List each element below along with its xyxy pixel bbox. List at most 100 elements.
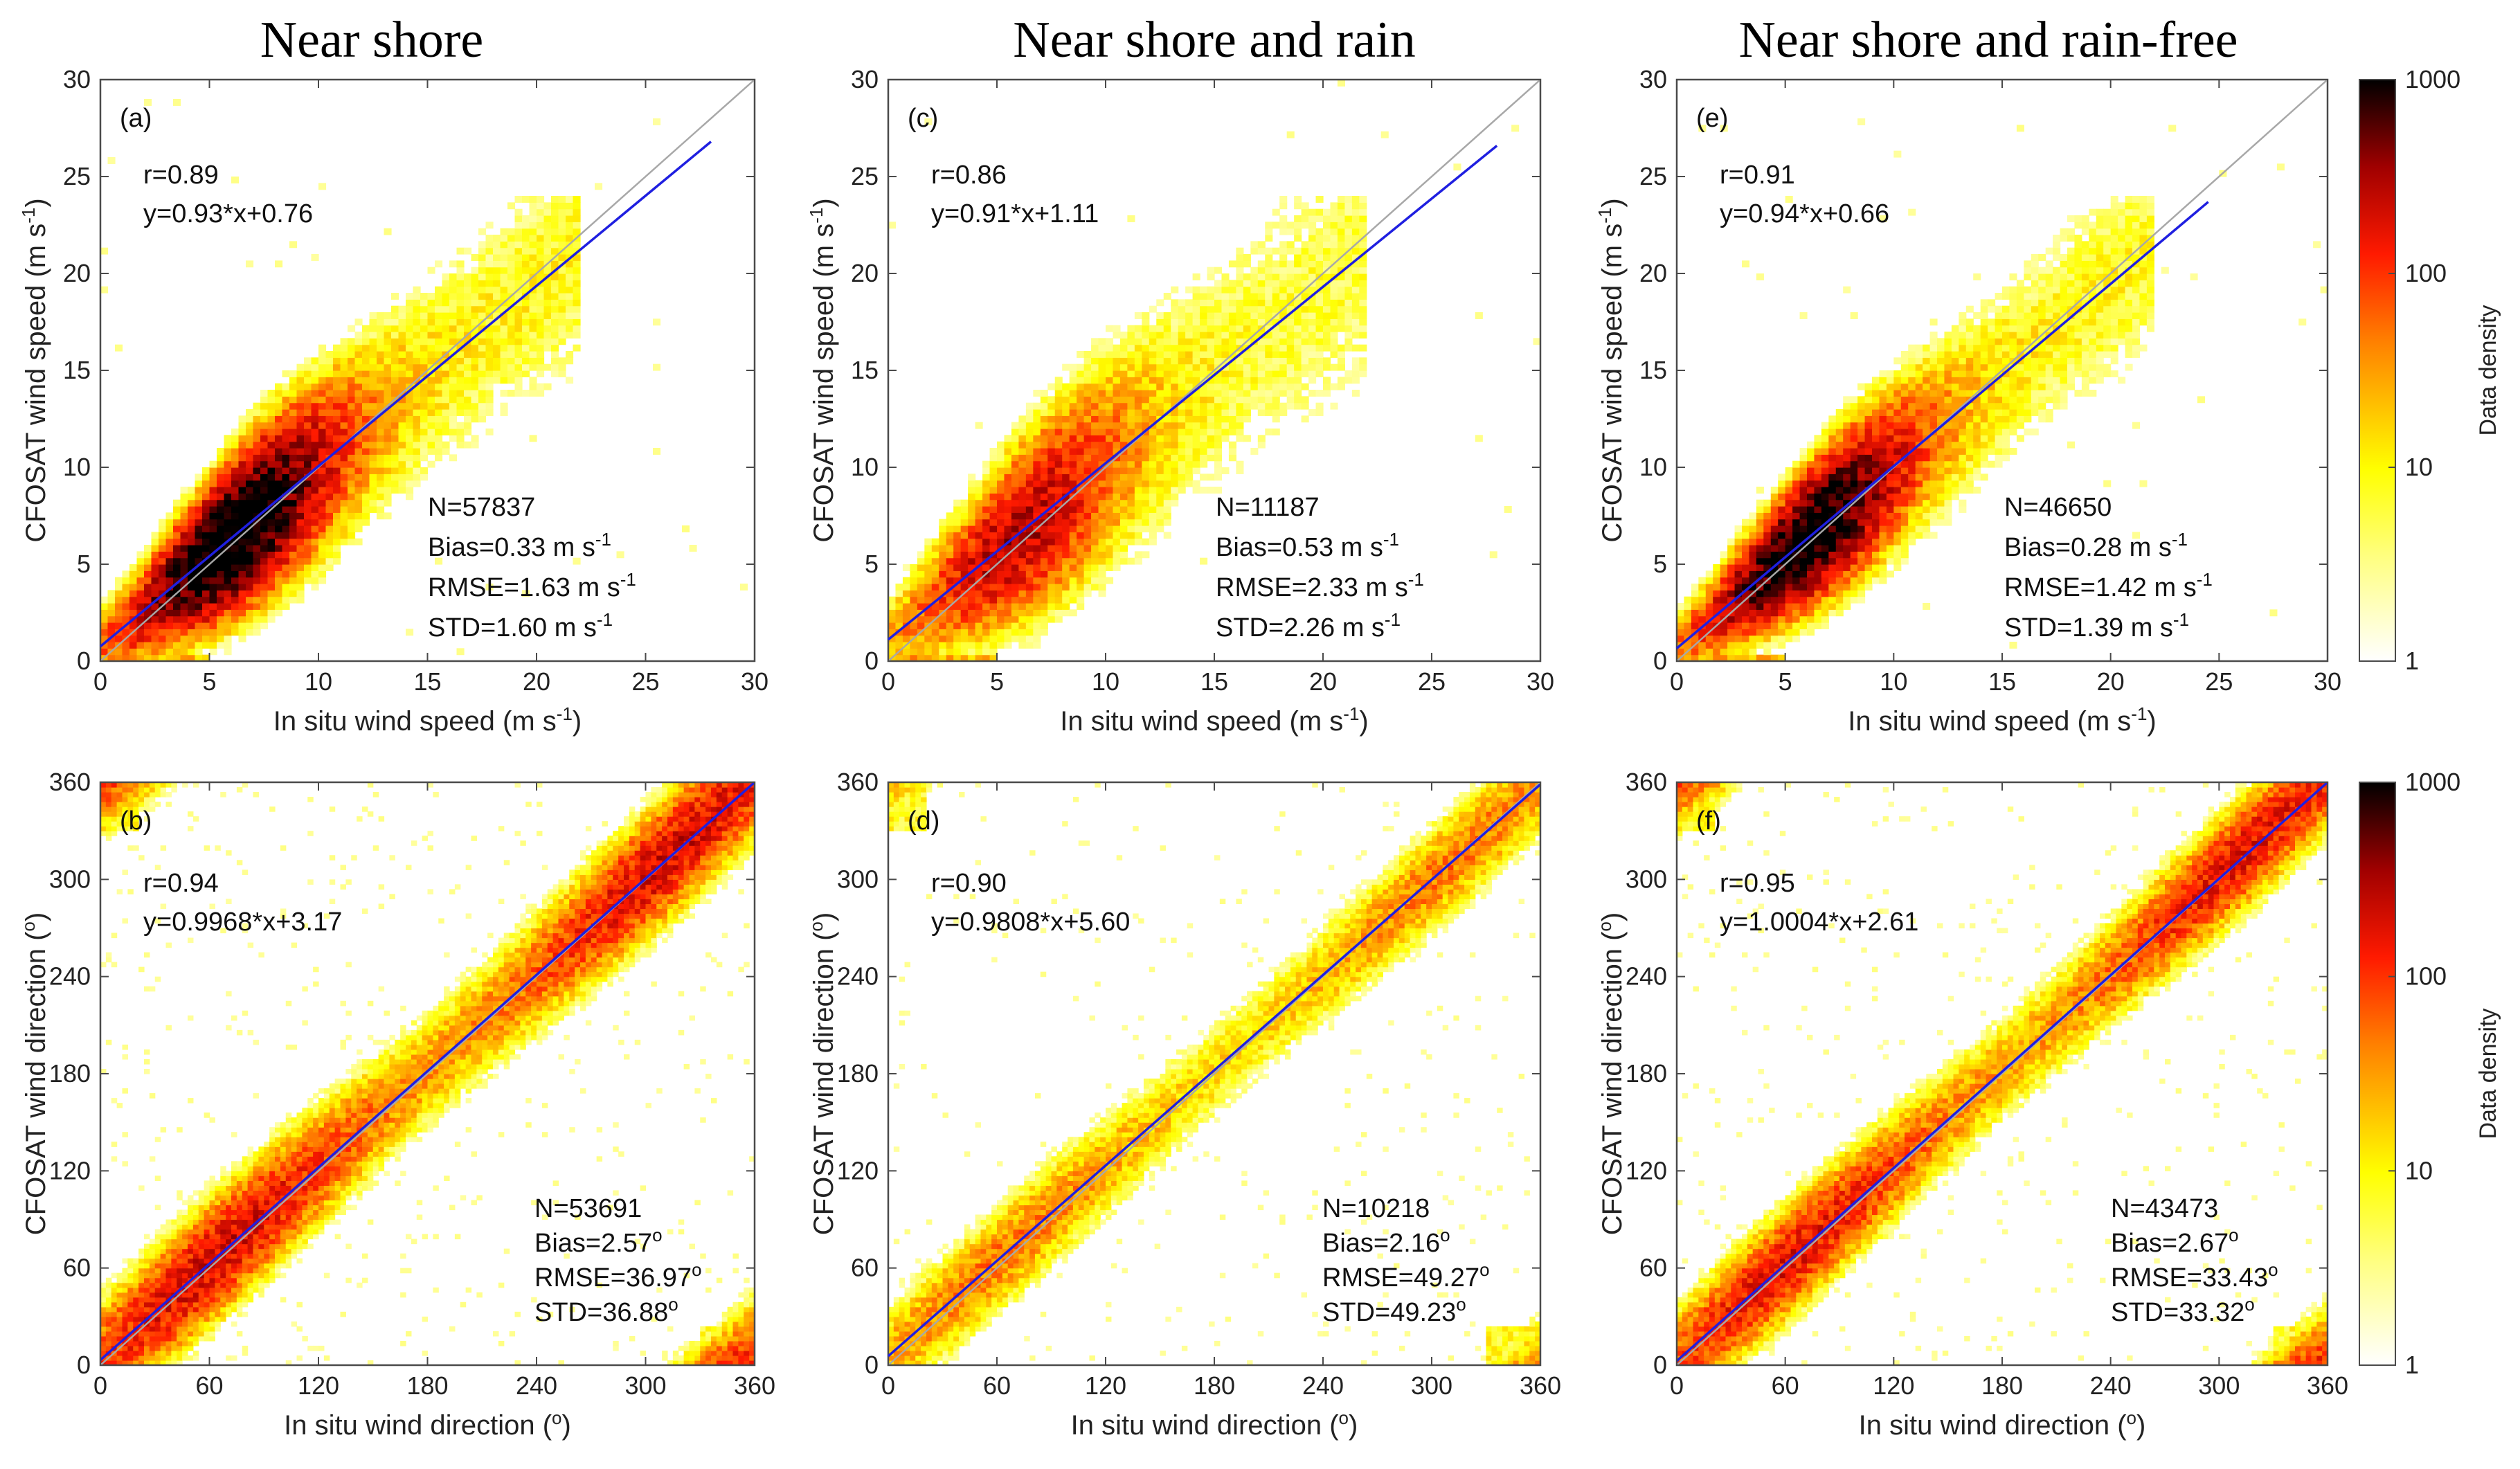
x-axis-label: In situ wind direction (o) (1859, 1407, 2146, 1441)
superscript: -1 (1383, 529, 1399, 550)
x-tick-label: 120 (1873, 1371, 1914, 1400)
y-tick-label: 60 (63, 1254, 91, 1282)
x-axis-label: In situ wind direction (o) (284, 1407, 571, 1441)
y-tick-label: 25 (851, 162, 879, 190)
y-tick-label: 360 (837, 768, 879, 796)
y-tick-label: 5 (77, 550, 91, 578)
std-text: STD=2.26 m s-1 (1216, 609, 1401, 642)
y-axis-label: CFOSAT wind speed (m s-1) (1594, 198, 1628, 542)
y-tick-label: 120 (1626, 1156, 1667, 1184)
y-tick-label: 0 (1653, 1351, 1667, 1379)
x-tick-label: 25 (2205, 667, 2233, 696)
superscript: o (552, 1407, 561, 1428)
fit-equation-text: y=0.94*x+0.66 (1720, 199, 1889, 228)
rmse-text: RMSE=1.42 m s-1 (2004, 569, 2213, 602)
y-tick-label: 0 (77, 1351, 91, 1379)
y-tick-label: 240 (49, 962, 91, 991)
fit-equation-text: y=0.93*x+0.76 (143, 199, 313, 228)
y-tick-label: 30 (1639, 65, 1667, 93)
x-tick-label: 240 (2090, 1371, 2132, 1400)
x-tick-label: 0 (881, 1371, 895, 1400)
x-tick-label: 15 (1200, 667, 1228, 696)
bias-text: Bias=0.28 m s-1 (2004, 529, 2188, 562)
column-title-near-shore-rain: Near shore and rain (1013, 12, 1415, 69)
y-tick-label: 0 (865, 647, 879, 675)
x-tick-label: 60 (1772, 1371, 1799, 1400)
x-tick-label: 5 (202, 667, 216, 696)
y-tick-label: 60 (851, 1254, 879, 1282)
y-tick-label: 0 (865, 1351, 879, 1379)
x-tick-label: 300 (624, 1371, 666, 1400)
y-axis-label: CFOSAT wind direction (o) (806, 912, 839, 1235)
colorbar-tick-label: 100 (2405, 259, 2447, 287)
superscript: o (692, 1259, 701, 1280)
rmse-text: RMSE=36.97o (534, 1259, 702, 1292)
x-tick-label: 30 (2314, 667, 2341, 696)
figure: Near shore Near shore and rain Near shor… (0, 0, 2520, 1469)
superscript: o (806, 921, 827, 931)
bias-text: Bias=2.16o (1322, 1225, 1450, 1258)
colorbar-label: Data density (2475, 1009, 2501, 1139)
y-tick-label: 30 (63, 65, 91, 93)
correlation-text: r=0.89 (143, 161, 219, 190)
x-tick-label: 10 (1880, 667, 1907, 696)
x-tick-label: 20 (1309, 667, 1337, 696)
superscript: -1 (2131, 703, 2147, 724)
colorbar-tick-label: 1 (2405, 647, 2419, 675)
rmse-text: RMSE=49.27o (1322, 1259, 1490, 1292)
sample-count-text: N=11187 (1216, 493, 1320, 522)
superscript: o (18, 921, 39, 931)
y-tick-label: 10 (1639, 453, 1667, 481)
y-tick-label: 15 (851, 356, 879, 384)
superscript: o (1479, 1259, 1489, 1280)
panel-letter: (c) (908, 104, 938, 133)
x-tick-label: 5 (990, 667, 1004, 696)
correlation-text: r=0.90 (931, 869, 1007, 898)
bias-text: Bias=2.57o (534, 1225, 663, 1258)
column-title-near-shore: Near shore (260, 12, 484, 69)
y-tick-label: 5 (1653, 550, 1667, 578)
x-tick-label: 0 (93, 1371, 107, 1400)
x-tick-label: 240 (1302, 1371, 1344, 1400)
colorbar-gradient (2359, 782, 2395, 1365)
x-tick-label: 30 (1527, 667, 1554, 696)
x-tick-label: 10 (305, 667, 332, 696)
rmse-text: RMSE=1.63 m s-1 (428, 569, 636, 602)
sample-count-text: N=53691 (534, 1194, 642, 1223)
correlation-text: r=0.94 (143, 869, 219, 898)
y-tick-label: 25 (63, 162, 91, 190)
y-axis-label: CFOSAT wind direction (o) (18, 912, 51, 1235)
sample-count-text: N=57837 (428, 493, 535, 522)
y-tick-label: 0 (1653, 647, 1667, 675)
superscript: -1 (2173, 609, 2189, 630)
y-axis-label: CFOSAT wind direction (o) (1594, 912, 1628, 1235)
x-tick-label: 180 (1981, 1371, 2023, 1400)
y-tick-label: 180 (49, 1059, 91, 1088)
correlation-text: r=0.95 (1720, 869, 1795, 898)
x-tick-label: 180 (1194, 1371, 1235, 1400)
x-tick-label: 25 (631, 667, 659, 696)
x-tick-label: 15 (413, 667, 441, 696)
superscript: -1 (1343, 703, 1359, 724)
x-tick-label: 0 (1670, 1371, 1684, 1400)
correlation-text: r=0.91 (1720, 161, 1795, 190)
x-tick-label: 60 (195, 1371, 223, 1400)
x-axis-label: In situ wind speed (m s-1) (1060, 703, 1369, 737)
superscript: o (1339, 1407, 1349, 1428)
x-tick-label: 360 (734, 1371, 775, 1400)
y-tick-label: 360 (1626, 768, 1667, 796)
superscript: o (1456, 1294, 1466, 1315)
x-axis-label: In situ wind direction (o) (1071, 1407, 1358, 1441)
y-tick-label: 300 (837, 865, 879, 893)
superscript: -1 (620, 569, 636, 590)
sample-count-text: N=43473 (2111, 1194, 2218, 1223)
x-tick-label: 20 (523, 667, 550, 696)
colorbar-tick-label: 1000 (2405, 65, 2460, 93)
x-tick-label: 120 (1085, 1371, 1126, 1400)
